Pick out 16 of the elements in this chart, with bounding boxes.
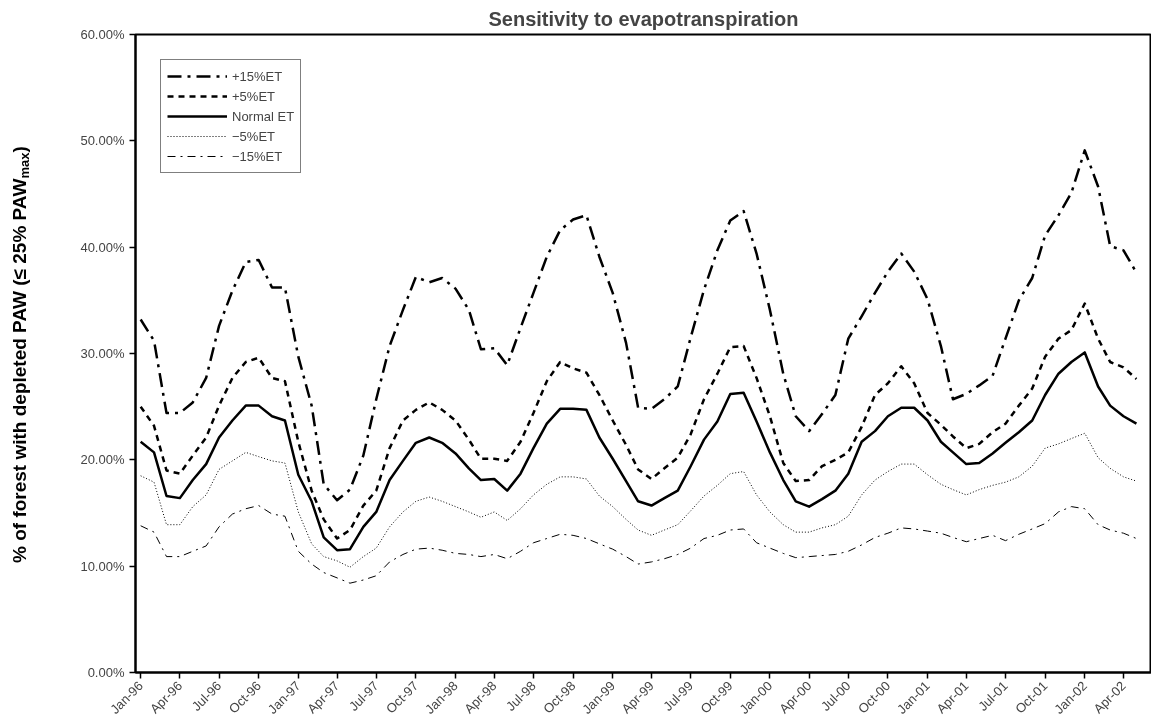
- line-series: [140, 432, 1137, 568]
- y-tick-label: 20.00%: [80, 452, 125, 468]
- line-series: [139, 149, 1138, 502]
- y-tick-label: 40.00%: [80, 239, 125, 255]
- y-tick-label: 30.00%: [80, 346, 125, 361]
- chart-title: Sensitivity to evapotranspiration: [488, 7, 799, 30]
- legend-label: −5%ET: [232, 128, 275, 144]
- legend-label: +15%ET: [232, 68, 283, 84]
- y-tick-label: 60.00%: [80, 27, 125, 42]
- y-tick-label: 10.00%: [80, 558, 125, 574]
- legend-label: Normal ET: [232, 108, 295, 124]
- legend-label: +5%ET: [232, 88, 275, 104]
- line-series: [140, 505, 1137, 584]
- y-tick-label: 50.00%: [80, 133, 125, 149]
- legend-label: −15%ET: [232, 148, 283, 164]
- y-tick-label: 0.00%: [87, 665, 125, 680]
